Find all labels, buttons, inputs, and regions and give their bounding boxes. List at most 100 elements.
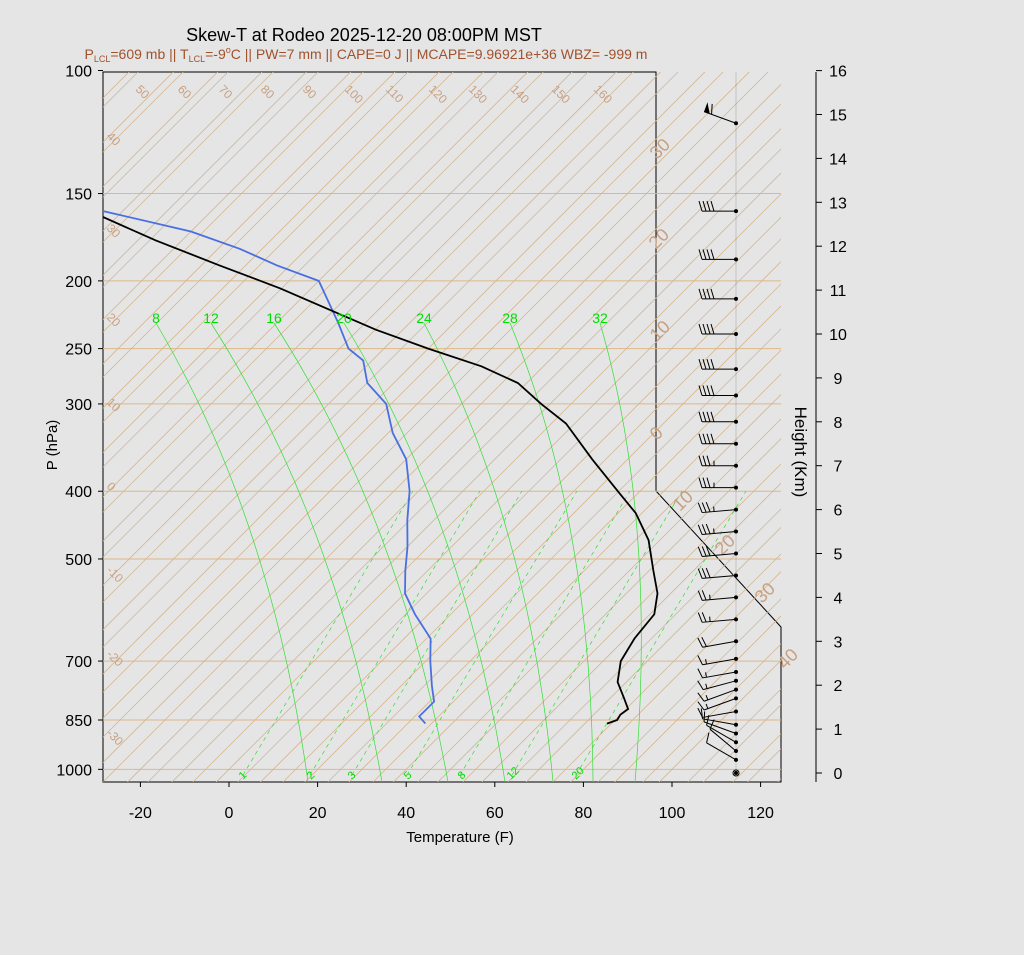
isotherm-label-left: 40 (104, 129, 124, 149)
wind-barb-feather (703, 456, 706, 466)
wind-barb-staff (703, 712, 736, 718)
pressure-tick-label: 300 (65, 397, 92, 414)
height-tick-label: 15 (829, 108, 847, 125)
isotherm-line (0, 39, 118, 785)
wind-barb-feather (698, 681, 703, 690)
isotherm-line (126, 39, 872, 785)
isotherm-line (347, 39, 1024, 785)
mixing-ratio-dashed-line (243, 491, 413, 775)
isotherm-line (258, 39, 1004, 785)
wind-barb-feather (706, 524, 710, 534)
wind-barb-feather (699, 412, 702, 422)
dry-adiabat-line (328, 0, 1024, 782)
pressure-tick-label: 400 (65, 484, 92, 501)
height-tick-label: 9 (834, 371, 843, 388)
dry-adiabat-label: 40 (774, 645, 802, 673)
isotherm-label-left: -30 (104, 726, 126, 748)
temperature-tick-label: 0 (225, 805, 234, 822)
wind-barb-feather (702, 546, 706, 556)
height-tick-label: 6 (834, 503, 843, 520)
wind-barb-feather (702, 637, 707, 646)
wind-barb-feather (698, 591, 702, 601)
dry-adiabat-line (958, 0, 1024, 782)
dry-adiabat-line (688, 0, 1024, 782)
wind-barb-feather (711, 289, 714, 299)
dry-adiabat-line (778, 0, 1024, 782)
isotherm-line (1012, 39, 1024, 785)
wind-barb-half-feather (706, 659, 707, 664)
subtitle-tlcl-value: =-9 (205, 46, 226, 62)
temperature-tick-label: 80 (575, 805, 593, 822)
wind-barb-feather (698, 669, 703, 678)
dry-adiabat-label: 30 (751, 579, 779, 607)
mixing-ratio-dashed-line (407, 491, 577, 775)
pressure-tick-label: 700 (65, 654, 92, 671)
dry-adiabat-line (238, 0, 1024, 782)
pressure-tick-label: 250 (65, 342, 92, 359)
isotherm-line (657, 39, 1024, 785)
wind-barb-feather (707, 359, 710, 369)
mixing-ratio-bottom-label: 3 (346, 769, 359, 782)
wind-barb-feather (707, 412, 710, 422)
wind-barb-feather (707, 385, 710, 395)
wind-barb-feather (711, 249, 714, 259)
subtitle-plcl-sub: LCL (94, 54, 111, 64)
isotherm-line (0, 39, 30, 785)
mixing-ratio-dashed-line (512, 491, 682, 775)
chart-title: Skew-T at Rodeo 2025-12-20 08:00PM MST (186, 25, 542, 45)
wind-barb-feather (702, 612, 706, 622)
isotherm-label: 60 (175, 82, 195, 102)
isotherm-label: 90 (300, 82, 320, 102)
isotherm-label: 150 (549, 82, 573, 106)
isotherm-line (0, 39, 428, 785)
isotherm-label: 100 (342, 82, 366, 106)
temperature-tick-label: 20 (309, 805, 327, 822)
wind-barb-staff (702, 597, 736, 600)
dry-adiabat-line (13, 0, 913, 782)
wind-barb-feather (711, 359, 714, 369)
height-tick-label: 4 (834, 590, 843, 607)
wind-barb-feather (698, 525, 702, 535)
isotherm-line (923, 39, 1024, 785)
plot-frame (103, 72, 781, 782)
mixing-ratio-bottom-label: 12 (505, 765, 522, 782)
wind-barb-feather (703, 412, 706, 422)
isotherm-line (0, 39, 295, 785)
wind-barb-feather (703, 385, 706, 395)
dry-adiabat-line (0, 0, 373, 782)
wind-barb-feather (702, 524, 706, 534)
grid-lines (0, 0, 1024, 784)
isotherm-label-left: -20 (104, 647, 126, 669)
dry-adiabat-line (1003, 0, 1024, 782)
height-tick-label: 3 (834, 634, 843, 651)
pressure-tick-label: 150 (65, 187, 92, 204)
wind-barb-feather (707, 324, 710, 334)
subtitle-plcl-value: =609 mb || T (110, 46, 189, 62)
wind-barb-feather (699, 456, 702, 466)
pressure-tick-label: 100 (65, 64, 92, 81)
mixing-ratio-bottom-label: 1 (237, 769, 250, 782)
wind-barb-feather (707, 201, 710, 211)
height-axis-label: Height (Km) (791, 407, 810, 498)
x-axis-label: Temperature (F) (406, 829, 514, 846)
height-tick-label: 2 (834, 678, 843, 695)
isotherm-line (0, 39, 74, 785)
wind-barb-feather (707, 249, 710, 259)
pressure-tick-label: 200 (65, 274, 92, 291)
wind-barb-feather (698, 655, 703, 664)
wind-barbs (698, 72, 739, 776)
wind-barb-feather (706, 502, 710, 512)
wind-barb-feather (703, 478, 706, 488)
wind-barb-feather (703, 249, 706, 259)
mixing-ratio-bottom-label: 20 (570, 765, 587, 782)
wind-barb-half-feather (706, 695, 708, 700)
height-tick-label: 14 (829, 151, 847, 168)
mixing-ratio-label: 12 (203, 310, 219, 326)
isotherm-line (81, 39, 827, 785)
pressure-tick-label: 1000 (56, 762, 92, 779)
dry-adiabat-line (0, 0, 643, 782)
mixing-ratio-bottom-label: 8 (456, 769, 469, 782)
wind-barb-half-feather (706, 672, 707, 677)
